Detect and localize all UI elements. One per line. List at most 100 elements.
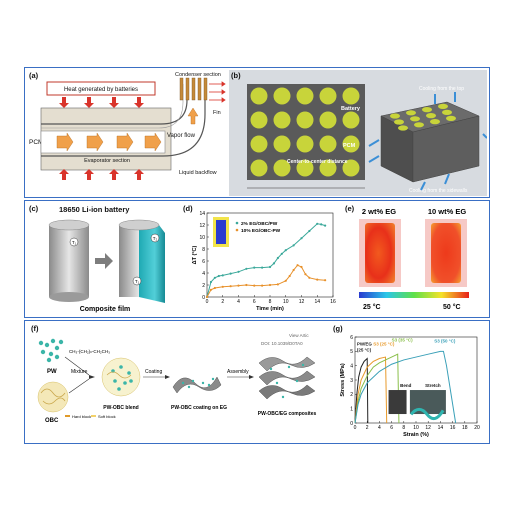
- data-point: [300, 265, 303, 269]
- x-tick-label: 12: [299, 299, 305, 305]
- t1-label: T₁: [72, 240, 77, 245]
- pw-formula: CH₃-(CH₂)ₙ-CH₂CH₃: [69, 349, 110, 354]
- battery-cell-3d: [398, 125, 408, 131]
- data-point: [253, 284, 256, 287]
- row-bottom: (f) PW CH₃-(CH₂)ₙ-CH₂CH₃ OBC Hard block …: [24, 320, 490, 444]
- data-point: [237, 270, 240, 273]
- battery-cell-2d: [250, 159, 268, 177]
- battery-cell-3d: [422, 107, 432, 113]
- vapor-label: Vapor flow: [167, 133, 196, 139]
- center-distance-label: Center-to-center distance: [287, 159, 348, 165]
- x-tick-label: 10: [283, 299, 289, 305]
- battery-cell-2d: [296, 87, 314, 105]
- x-tick-label: 14: [314, 299, 320, 305]
- x-tick-label: 4: [237, 299, 240, 305]
- series-line-0: [354, 357, 369, 424]
- title-2wt: 2 wt% EG: [362, 207, 396, 216]
- data-point: [300, 237, 303, 240]
- data-point: [253, 266, 256, 269]
- pcmp-label: PCMP: [29, 139, 48, 146]
- battery-cell-3d: [406, 110, 416, 116]
- y-tick-label: 1: [350, 406, 353, 412]
- panel-d: (d) 0 2 4 6 8 10 12 14 0 2 4 6 8 10 12 14 16 Time (min) ΔT…: [179, 203, 339, 316]
- x-axis-title: Strain (%): [403, 432, 429, 438]
- x-tick-label: 14: [438, 425, 444, 431]
- x-tick-label: 0: [354, 425, 357, 431]
- data-point: [284, 279, 287, 282]
- y-tick-label: 6: [350, 335, 353, 341]
- battery-cell-2d: [273, 111, 291, 129]
- y-tick-label: 8: [202, 247, 205, 253]
- panel-e-thermal: 2 wt% EG 10 wt% EG 25 °C 50 °C: [359, 207, 469, 311]
- data-point: [316, 222, 319, 225]
- colorbar-high: 50 °C: [443, 303, 461, 311]
- panel-g-label: (g): [333, 324, 343, 333]
- blend-label: PW-OBC blend: [103, 405, 138, 411]
- x-tick-label: 18: [462, 425, 468, 431]
- data-point: [284, 249, 287, 252]
- panel-a-diagram: Heat generated by batteries PCMP: [29, 72, 226, 180]
- data-point: [324, 224, 327, 227]
- data-point: [288, 274, 291, 278]
- legend-marker-2: [235, 228, 239, 232]
- panel-b-diagram: Battery PCM Center-to-center distance Co…: [247, 84, 488, 194]
- series-line-2: [354, 353, 400, 424]
- panel-c-diagram: T₁ T₂ T₁ Composite film: [48, 219, 165, 313]
- data-point: [316, 278, 319, 281]
- data-point: [308, 276, 311, 279]
- data-point: [221, 285, 224, 288]
- x-tick-label: 8: [402, 425, 405, 431]
- cool-top-label: Cooling from the top: [419, 86, 464, 92]
- series-line-3: [354, 350, 457, 424]
- t3-label: T₁: [135, 279, 140, 284]
- pweg-temp-label: (25 °C): [357, 347, 372, 352]
- s3-25-label: S3 (25 °C): [373, 342, 395, 347]
- series-line-1: [206, 264, 326, 298]
- battery-cell-2d: [250, 135, 268, 153]
- panel-c-title: 18650 Li-ion battery: [59, 205, 130, 214]
- panel-f: (f) PW CH₃-(CH₂)ₙ-CH₂CH₃ OBC Hard block …: [27, 323, 327, 442]
- soft-block-label: Soft block: [98, 414, 116, 419]
- y-tick-label: 2: [350, 392, 353, 398]
- legend-marker-1: [235, 221, 239, 225]
- battery-cell-2d: [342, 87, 360, 105]
- mixture-label: Mixture: [71, 369, 88, 375]
- battery-cell-2d: [273, 159, 291, 177]
- data-point: [213, 276, 216, 279]
- obc-label: OBC: [45, 418, 59, 424]
- inset-battery: [216, 220, 226, 244]
- s3-50-label: S3 (50 °C): [434, 339, 456, 344]
- heat-text: Heat generated by batteries: [64, 87, 138, 93]
- x-tick-label: 6: [253, 299, 256, 305]
- y-tick-label: 3: [350, 378, 353, 384]
- data-point: [304, 273, 307, 276]
- bend-photo: [388, 390, 407, 415]
- y-tick-label: 5: [350, 349, 353, 355]
- y-tick-label: 0: [202, 295, 205, 301]
- data-point: [296, 264, 299, 267]
- x-tick-label: 8: [269, 299, 272, 305]
- battery-cell-3d: [426, 113, 436, 119]
- data-point: [205, 295, 209, 299]
- data-point: [229, 285, 232, 288]
- colorbar-low: 25 °C: [363, 303, 381, 311]
- cool-side-label: Cooling from the sidewalls: [409, 188, 468, 194]
- battery-cell-2d: [319, 111, 337, 129]
- data-point: [292, 268, 295, 272]
- s3-35-label: S3 (35 °C): [392, 337, 414, 342]
- panel-e: (e) 2 wt% EG 10 wt% EG 25 °C 50 °C: [341, 203, 487, 316]
- battery-cell-3d: [442, 109, 452, 115]
- x-tick-label: 20: [474, 425, 480, 431]
- series-line-1: [354, 356, 388, 424]
- data-point: [245, 267, 248, 270]
- y-tick-label: 10: [199, 235, 205, 241]
- battery-cell-2d: [250, 111, 268, 129]
- composite-label: PW-OBC/EG composites: [258, 411, 317, 417]
- data-point: [245, 283, 248, 287]
- fin-label: Fin: [213, 110, 221, 116]
- data-point: [237, 284, 240, 287]
- condenser-label: Condenser section: [175, 72, 221, 78]
- panel-a-label: (a): [29, 71, 39, 80]
- battery-cell-3d: [430, 119, 440, 125]
